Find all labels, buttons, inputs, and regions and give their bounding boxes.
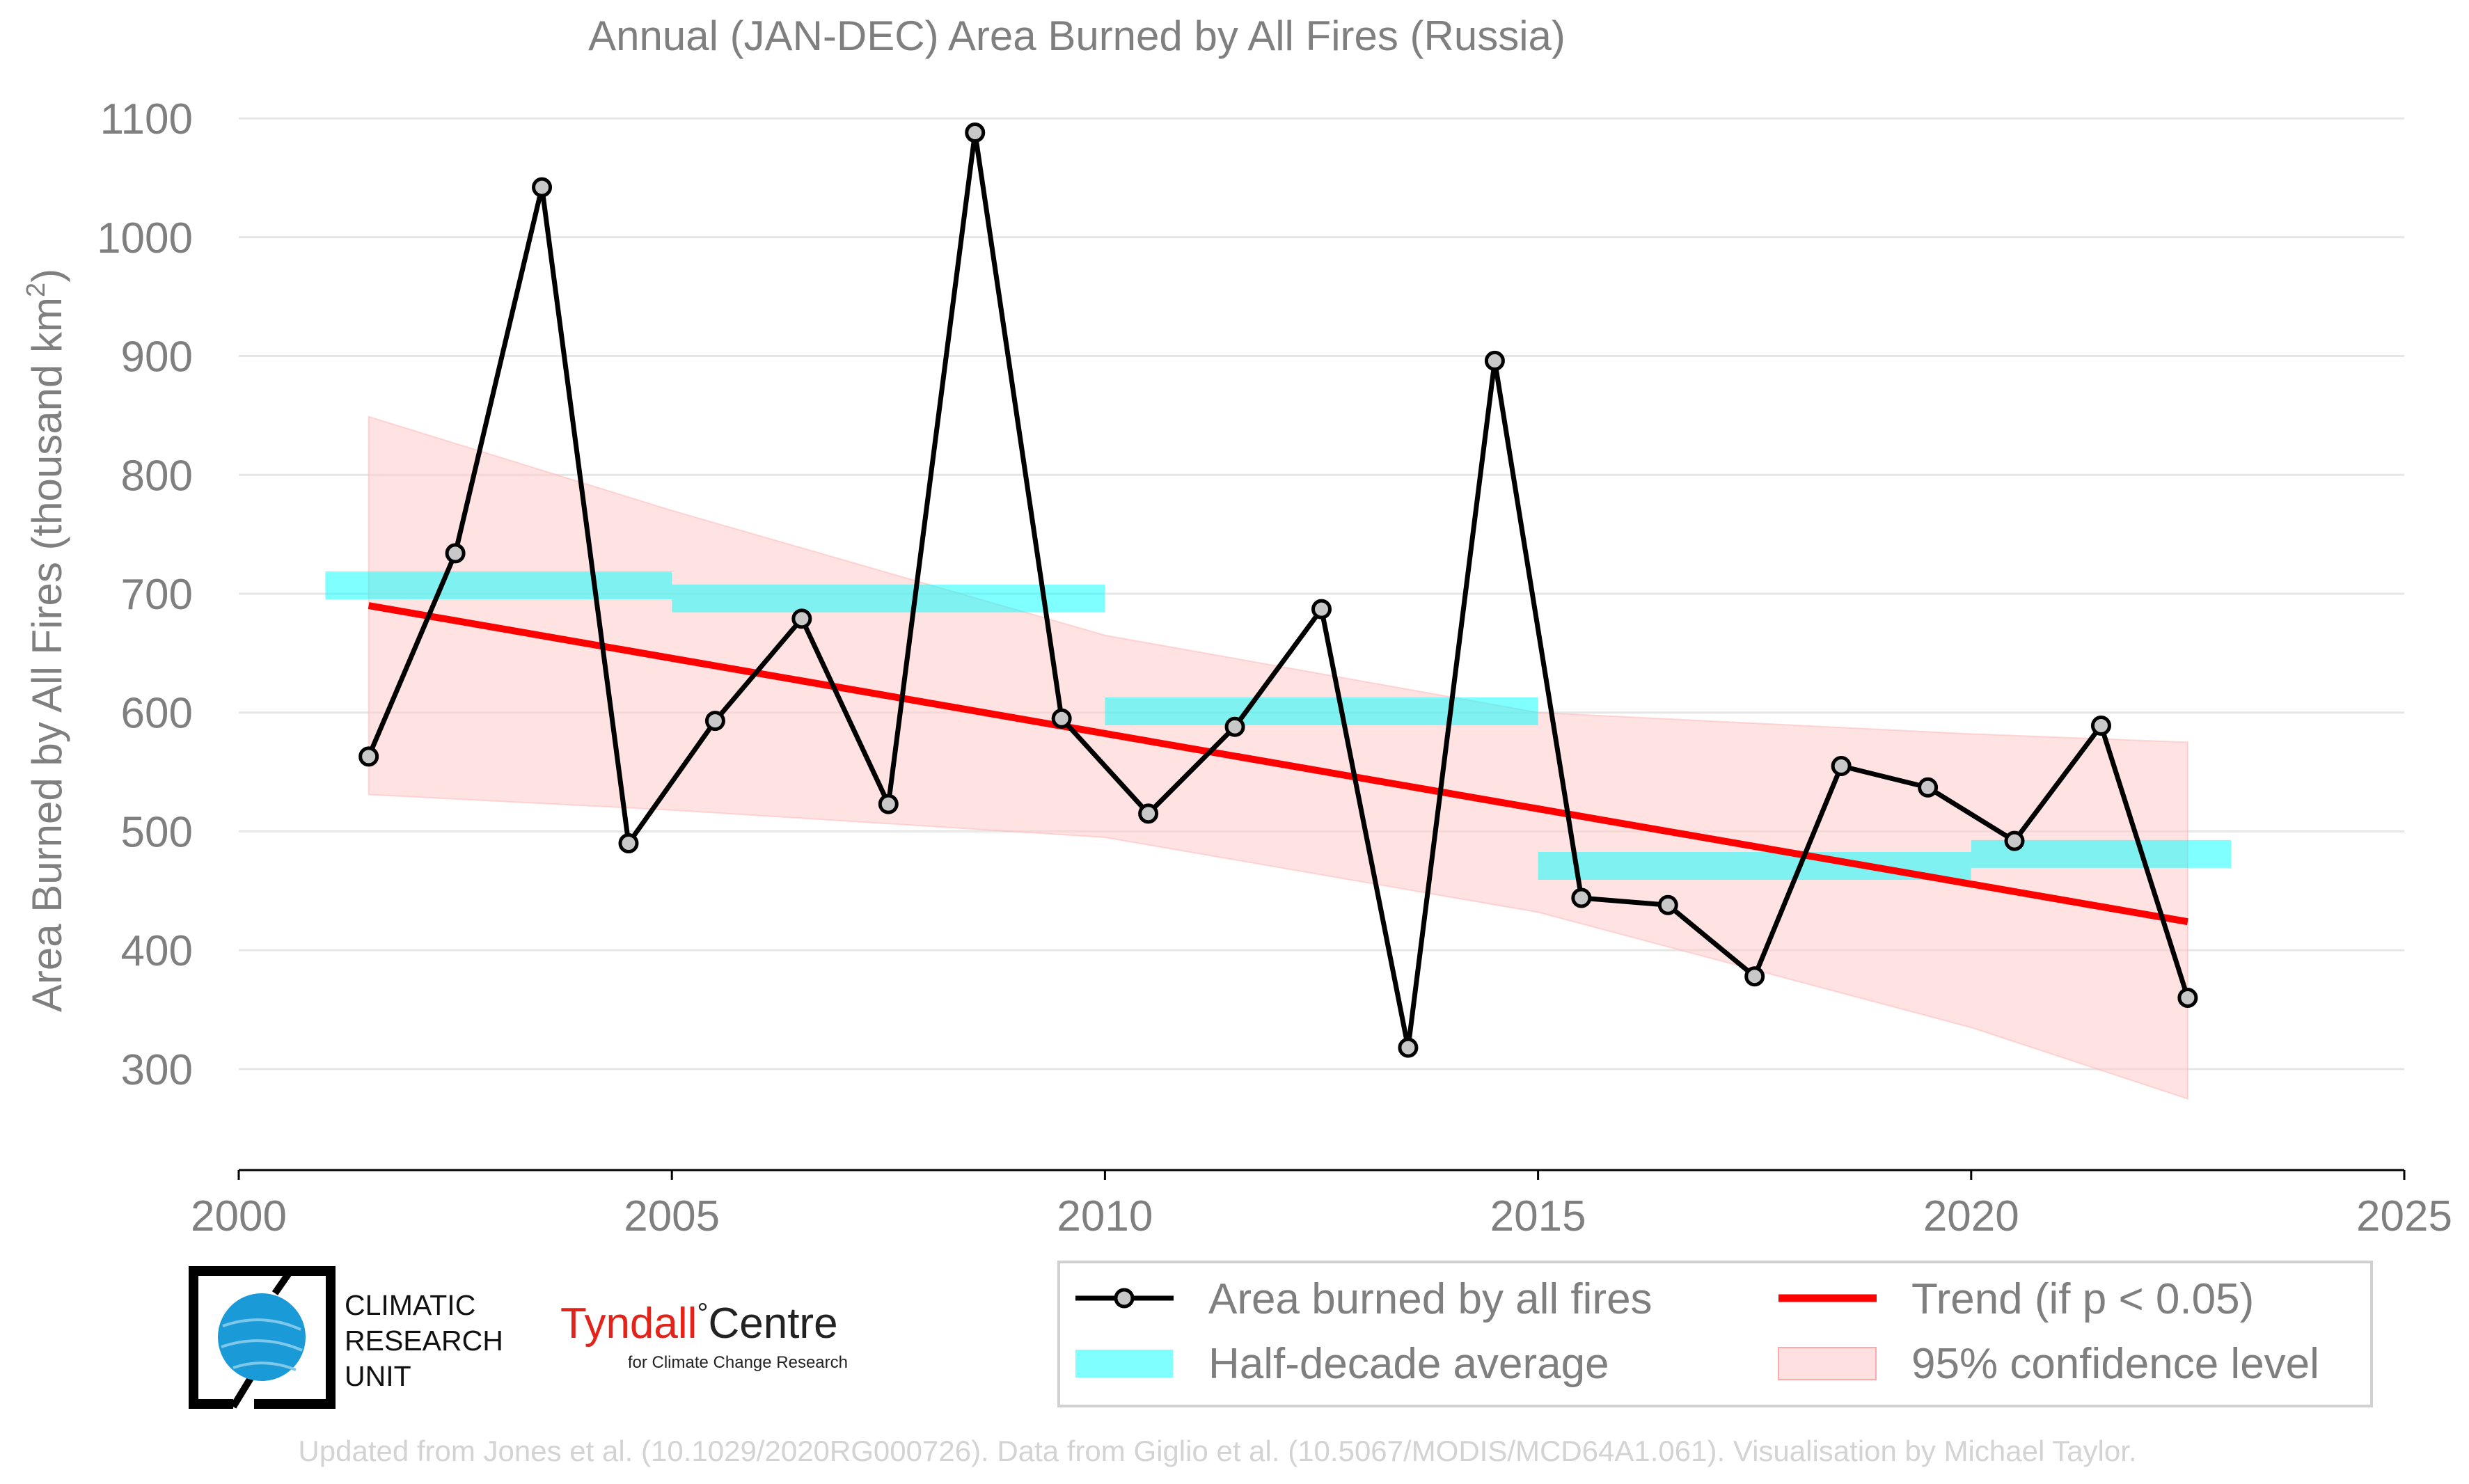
y-tick-label: 1100 <box>100 95 193 143</box>
legend-label-confidence: 95% confidence level <box>1911 1340 2319 1388</box>
data-point <box>965 123 986 143</box>
y-axis-ticks: 300 400 500 600 700 800 900 1000 1100 <box>97 95 193 1094</box>
half-decade-layer <box>325 571 2232 880</box>
legend-label-area-burned: Area burned by all fires <box>1208 1275 1652 1323</box>
data-point <box>1571 887 1592 908</box>
legend: Area burned by all fires Half-decade ave… <box>1057 1261 2373 1407</box>
data-point <box>1918 777 1939 798</box>
y-axis-label: Area Burned by All Fires (thousand km2) <box>22 269 70 1012</box>
trend-line <box>368 602 2188 926</box>
legend-box <box>1057 1261 2373 1407</box>
x-tick-label: 2025 <box>2356 1192 2452 1240</box>
data-point <box>1311 599 1332 619</box>
data-point <box>704 711 725 732</box>
data-point <box>618 833 639 854</box>
tyndall-logo-text: Tyndall°Centre <box>560 1298 838 1348</box>
trend-layer <box>368 602 2188 926</box>
y-tick-label: 600 <box>121 690 193 738</box>
legend-label-trend: Trend (if p < 0.05) <box>1911 1275 2254 1323</box>
y-axis-label-close: ) <box>24 269 70 283</box>
tyndall-centre: Centre <box>708 1300 837 1348</box>
data-point <box>1051 708 1072 729</box>
y-tick-label: 1000 <box>97 214 193 262</box>
data-point <box>532 177 553 198</box>
data-point <box>2177 987 2198 1008</box>
data-point <box>878 794 899 814</box>
tyndall-degree: ° <box>697 1298 708 1329</box>
x-axis-ticks: 2000 2005 2010 2015 2020 2025 <box>191 1170 2452 1240</box>
y-tick-label: 700 <box>121 571 193 619</box>
legend-swatch-confidence <box>1778 1347 1877 1380</box>
series-line-area-burned <box>366 130 2191 1050</box>
series-layer <box>358 123 2198 1058</box>
data-point <box>1744 966 1765 987</box>
y-tick-label: 400 <box>121 927 193 975</box>
y-axis-label-main: Area Burned by All Fires (thousand km <box>24 297 70 1012</box>
cru-line-2: RESEARCH <box>345 1325 503 1357</box>
data-point <box>358 746 379 767</box>
legend-label-half-decade: Half-decade average <box>1208 1340 1609 1388</box>
data-point <box>2090 715 2111 736</box>
credit-line: Updated from Jones et al. (10.1029/2020R… <box>298 1435 2136 1467</box>
globe-icon <box>218 1293 306 1381</box>
data-point <box>1484 350 1505 371</box>
data-point <box>1657 894 1678 915</box>
y-tick-label: 300 <box>121 1046 193 1094</box>
tyndall-subtitle: for Climate Change Research <box>628 1353 848 1372</box>
data-point <box>1398 1037 1419 1058</box>
x-tick-label: 2010 <box>1057 1192 1153 1240</box>
cru-logo: CLIMATIC RESEARCH UNIT <box>189 1266 503 1409</box>
legend-marker-area-burned <box>1114 1288 1135 1309</box>
y-tick-label: 900 <box>121 333 193 381</box>
x-tick-label: 2005 <box>624 1192 720 1240</box>
tyndall-name: Tyndall <box>560 1300 697 1348</box>
data-point <box>1138 803 1159 824</box>
x-tick-label: 2020 <box>1923 1192 2019 1240</box>
x-tick-label: 2000 <box>191 1192 287 1240</box>
cru-line-3: UNIT <box>345 1360 411 1392</box>
data-point <box>2004 830 2025 851</box>
cru-logo-frame <box>189 1266 336 1409</box>
globe-icon-lines <box>221 1318 303 1371</box>
data-point <box>1831 756 1852 777</box>
chart-title: Annual (JAN-DEC) Area Burned by All Fire… <box>588 13 1565 59</box>
tyndall-logo: Tyndall°Centre for Climate Change Resear… <box>560 1298 848 1372</box>
data-point <box>791 608 812 629</box>
y-tick-label: 800 <box>121 452 193 500</box>
cru-line-1: CLIMATIC <box>345 1289 475 1321</box>
data-point <box>1224 716 1245 737</box>
cru-logo-slash <box>230 1266 296 1409</box>
legend-swatch-half-decade <box>1075 1350 1173 1378</box>
data-point <box>445 543 466 564</box>
x-tick-label: 2015 <box>1490 1192 1586 1240</box>
y-axis-label-sup: 2 <box>22 283 51 297</box>
y-tick-label: 500 <box>121 808 193 856</box>
